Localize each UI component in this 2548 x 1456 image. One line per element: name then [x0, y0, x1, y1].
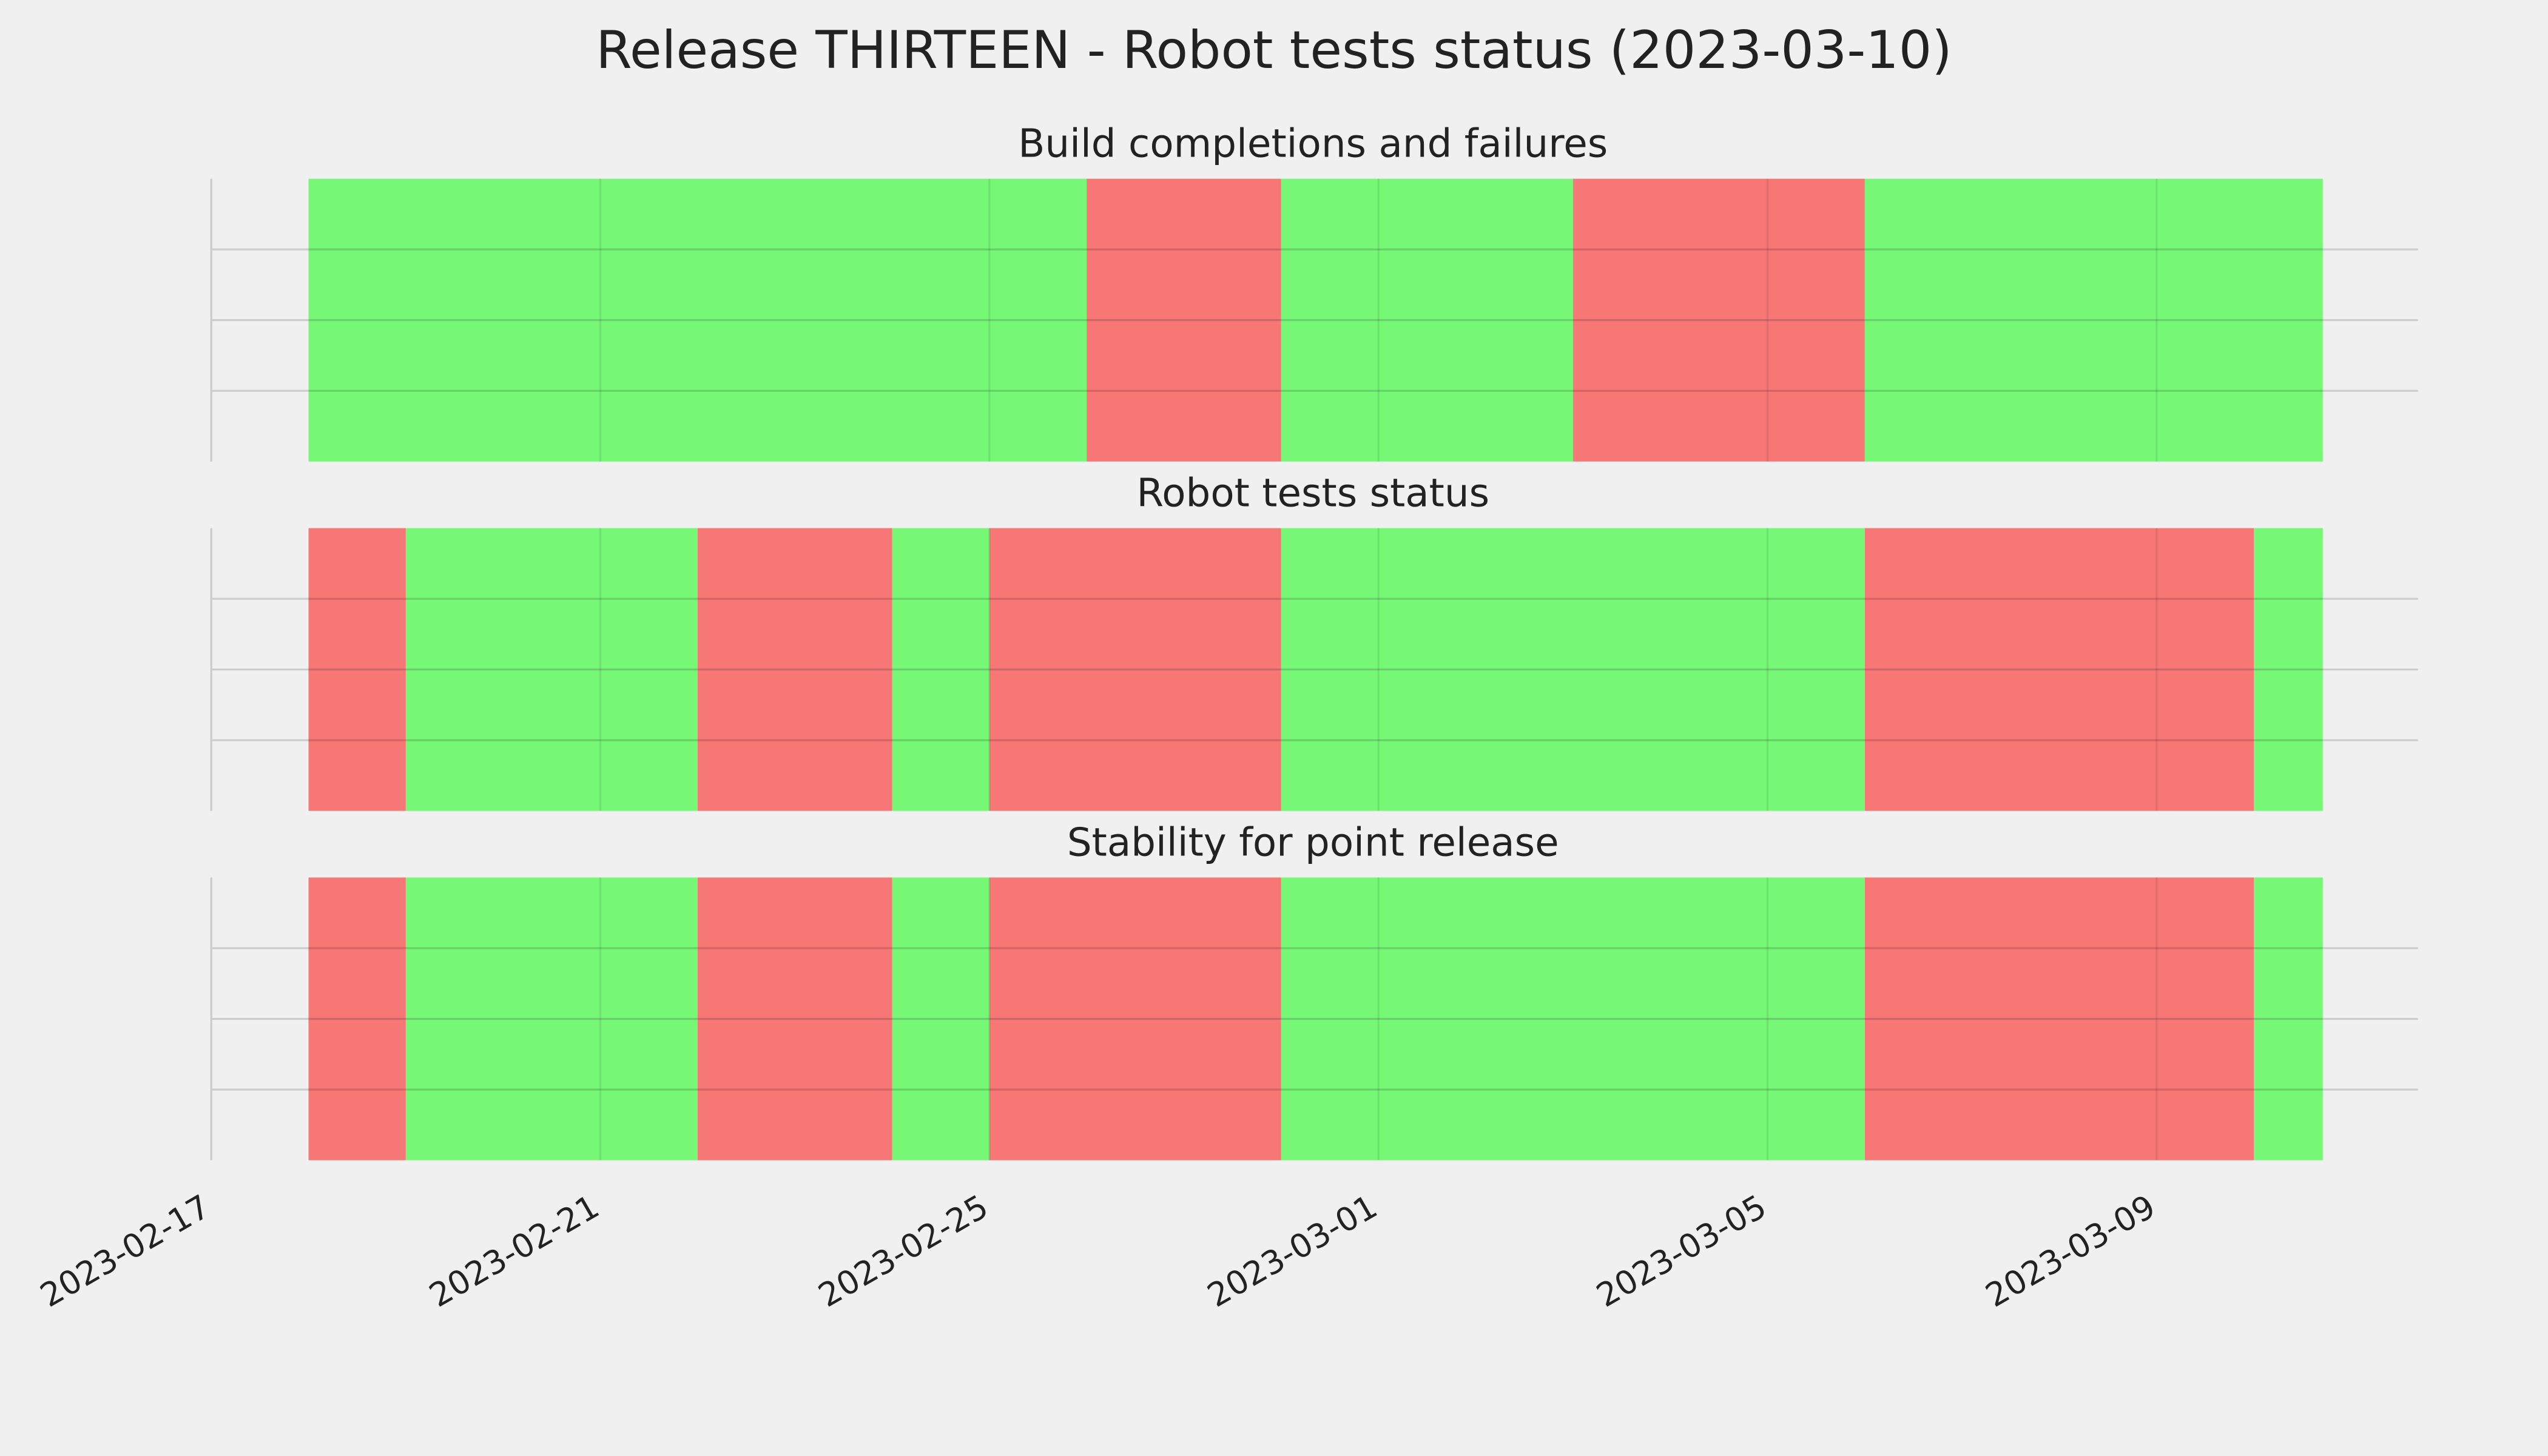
chart-title: Release THIRTEEN - Robot tests status (2… [596, 20, 1952, 81]
status-span [697, 528, 892, 811]
status-span [405, 528, 698, 811]
status-span [2254, 528, 2323, 811]
status-span [892, 528, 989, 811]
status-span [308, 877, 406, 1161]
status-span [989, 528, 1281, 811]
status-span [1281, 178, 1573, 462]
panel-title: Stability for point release [1067, 820, 1559, 865]
status-span [1864, 877, 2254, 1161]
panel-title: Robot tests status [1136, 471, 1489, 516]
status-span [1864, 528, 2254, 811]
status-span [2254, 877, 2323, 1161]
status-span [1572, 178, 1865, 462]
status-span [989, 877, 1281, 1161]
status-span [1864, 178, 2323, 462]
status-span [308, 528, 406, 811]
status-span [1281, 877, 1865, 1161]
status-span [892, 877, 989, 1161]
panel-title: Build completions and failures [1018, 121, 1608, 167]
status-span [405, 877, 698, 1161]
status-span [1281, 528, 1865, 811]
status-span [308, 178, 1087, 462]
status-span [697, 877, 892, 1161]
status-span [1087, 178, 1281, 462]
